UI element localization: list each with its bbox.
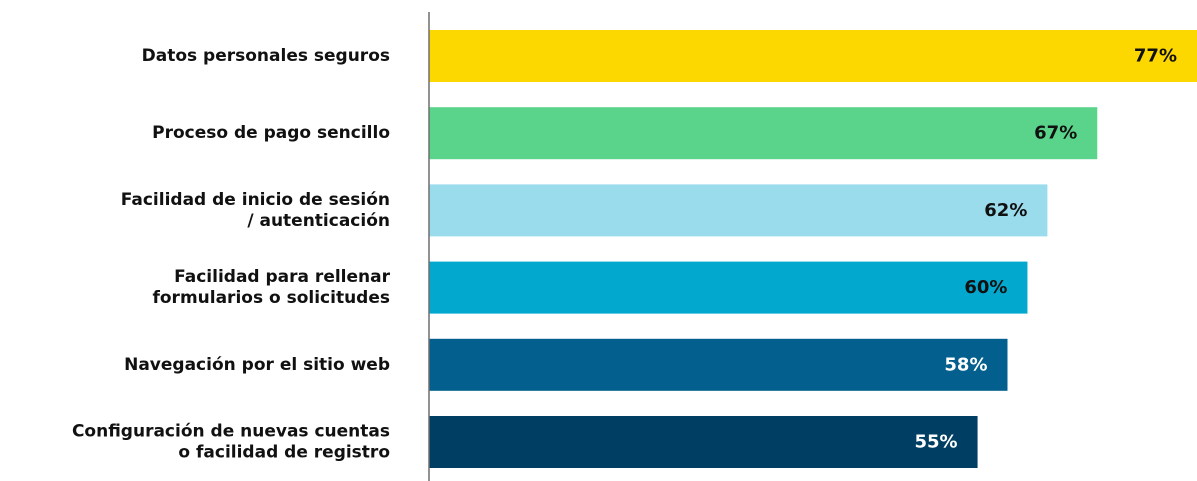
bars-group <box>429 30 1197 468</box>
category-label-1-line-0: Proceso de pago sencillo <box>152 123 390 143</box>
value-label-4: 58% <box>944 354 987 375</box>
category-label-5-line-1: o facilidad de registro <box>178 443 390 463</box>
category-label-2-line-0: Facilidad de inicio de sesión <box>121 190 390 210</box>
category-label-2-line-1: / autenticación <box>247 211 390 231</box>
value-label-0: 77% <box>1134 46 1177 67</box>
bar-3 <box>429 261 1028 314</box>
category-labels: Datos personales seguros Proceso de pago … <box>72 46 391 463</box>
category-label-5-line-0: Configuración de nuevas cuentas <box>72 422 390 442</box>
value-labels: 77% 67% 62% 60% 58% 55% <box>914 46 1177 453</box>
bar-5 <box>429 416 978 468</box>
bar-0 <box>429 30 1197 82</box>
value-label-3: 60% <box>964 277 1007 298</box>
bar-2 <box>429 184 1048 237</box>
value-label-5: 55% <box>914 432 957 453</box>
category-label-0-line-0: Datos personales seguros <box>142 46 390 66</box>
category-label-3-line-1: formularios o solicitudes <box>152 288 390 308</box>
bar-4 <box>429 338 1008 391</box>
value-label-1: 67% <box>1034 123 1077 144</box>
category-label-4-line-0: Navegación por el sitio web <box>124 355 390 375</box>
category-label-3-line-0: Facilidad para rellenar <box>174 267 390 287</box>
bar-1 <box>429 107 1098 160</box>
value-label-2: 62% <box>984 200 1027 221</box>
